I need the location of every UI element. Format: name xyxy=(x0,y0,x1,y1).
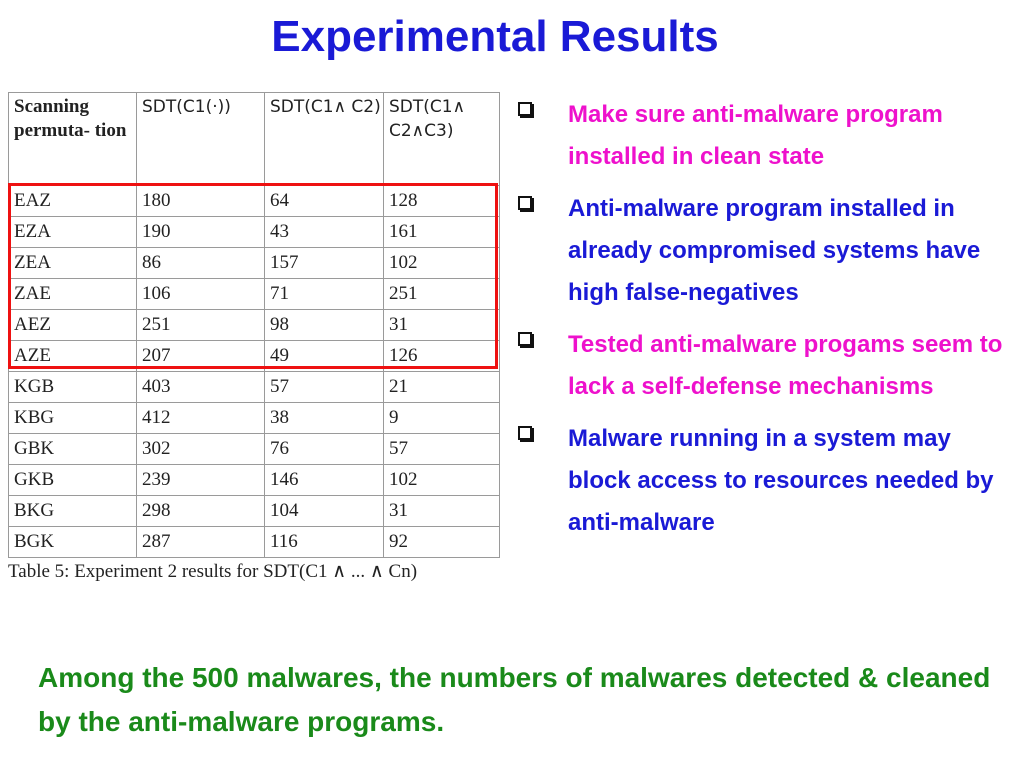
table-cell: 412 xyxy=(136,402,265,434)
footer-note: Among the 500 malwares, the numbers of m… xyxy=(38,662,991,737)
table-row: ZAE 106 71 251 xyxy=(8,278,500,310)
table-cell: 9 xyxy=(383,402,500,434)
bullet-text: Anti-malware program installed in alread… xyxy=(568,195,981,306)
table-cell: 102 xyxy=(383,464,500,496)
table-cell: 57 xyxy=(383,433,500,465)
table-cell: 239 xyxy=(136,464,265,496)
table-cell: 190 xyxy=(136,216,265,248)
table-cell: 298 xyxy=(136,495,265,527)
table-cell: 126 xyxy=(383,340,500,372)
table-cell: EAZ xyxy=(8,185,137,217)
table-cell: 98 xyxy=(264,309,384,341)
table-cell: 76 xyxy=(264,433,384,465)
page-title: Experimental Results xyxy=(271,12,719,61)
table-row: EAZ 180 64 128 xyxy=(8,185,500,217)
checkbox-square-icon xyxy=(518,332,532,346)
table-row: KGB 403 57 21 xyxy=(8,371,500,403)
table-row: AZE 207 49 126 xyxy=(8,340,500,372)
table-row: KBG 412 38 9 xyxy=(8,402,500,434)
results-table-container: Scanning permuta- tion SDT(C1(·)) SDT(C1… xyxy=(8,92,502,583)
table-cell: 86 xyxy=(136,247,265,279)
checkbox-square-icon xyxy=(518,426,532,440)
table-cell: 251 xyxy=(136,309,265,341)
table-cell: EZA xyxy=(8,216,137,248)
table-cell: 49 xyxy=(264,340,384,372)
table-row: EZA 190 43 161 xyxy=(8,216,500,248)
table-row: BKG 298 104 31 xyxy=(8,495,500,527)
table-cell: 57 xyxy=(264,371,384,403)
table-cell: 287 xyxy=(136,526,265,558)
bullet-text: Make sure anti-malware program installed… xyxy=(568,101,943,170)
table-cell: 403 xyxy=(136,371,265,403)
table-cell: 31 xyxy=(383,495,500,527)
header-scanning-permutation: Scanning permuta- tion xyxy=(8,92,137,186)
table-cell: GBK xyxy=(8,433,137,465)
bullet-text: Tested anti-malware progams seem to lack… xyxy=(568,331,1003,400)
table-cell: 104 xyxy=(264,495,384,527)
table-cell: 31 xyxy=(383,309,500,341)
table-cell: 71 xyxy=(264,278,384,310)
table-cell: 207 xyxy=(136,340,265,372)
table-cell: 92 xyxy=(383,526,500,558)
checkbox-square-icon xyxy=(518,102,532,116)
table-cell: 21 xyxy=(383,371,500,403)
table-cell: ZEA xyxy=(8,247,137,279)
table-body: EAZ 180 64 128 EZA 190 43 161 ZEA 86 157 102 ZAE 106 7… xyxy=(8,185,500,558)
table-cell: 180 xyxy=(136,185,265,217)
bullet-item: Malware running in a system may block ac… xyxy=(514,418,1022,544)
table-cell: 161 xyxy=(383,216,500,248)
table-cell: 43 xyxy=(264,216,384,248)
table-cell: 106 xyxy=(136,278,265,310)
table-cell: KBG xyxy=(8,402,137,434)
table-cell: AZE xyxy=(8,340,137,372)
bullet-text: Malware running in a system may block ac… xyxy=(568,425,994,536)
table-row: AEZ 251 98 31 xyxy=(8,309,500,341)
table-cell: 116 xyxy=(264,526,384,558)
header-sdt-c1-c2: SDT(C1∧ C2) xyxy=(264,92,384,186)
table-cell: KGB xyxy=(8,371,137,403)
table-row: GBK 302 76 57 xyxy=(8,433,500,465)
results-table: Scanning permuta- tion SDT(C1(·)) SDT(C1… xyxy=(8,92,500,558)
bullet-list: Make sure anti-malware program installed… xyxy=(514,94,1022,554)
table-cell: 302 xyxy=(136,433,265,465)
table-cell: ZAE xyxy=(8,278,137,310)
table-cell: 251 xyxy=(383,278,500,310)
checkbox-square-icon xyxy=(518,196,532,210)
table-cell: 38 xyxy=(264,402,384,434)
table-row: BGK 287 116 92 xyxy=(8,526,500,558)
table-cell: BKG xyxy=(8,495,137,527)
table-header-row: Scanning permuta- tion SDT(C1(·)) SDT(C1… xyxy=(8,92,500,186)
header-sdt-c1: SDT(C1(·)) xyxy=(136,92,265,186)
table-cell: GKB xyxy=(8,464,137,496)
bullet-item: Make sure anti-malware program installed… xyxy=(514,94,1022,178)
table-cell: 146 xyxy=(264,464,384,496)
table-row: ZEA 86 157 102 xyxy=(8,247,500,279)
table-cell: 157 xyxy=(264,247,384,279)
bullet-item: Tested anti-malware progams seem to lack… xyxy=(514,324,1022,408)
header-sdt-c1-c2-c3: SDT(C1∧ C2∧C3) xyxy=(383,92,500,186)
table-cell: AEZ xyxy=(8,309,137,341)
table-row: GKB 239 146 102 xyxy=(8,464,500,496)
table-cell: 102 xyxy=(383,247,500,279)
bullet-item: Anti-malware program installed in alread… xyxy=(514,188,1022,314)
table-cell: 64 xyxy=(264,185,384,217)
table-cell: BGK xyxy=(8,526,137,558)
table-caption: Table 5: Experiment 2 results for SDT(C1… xyxy=(8,561,418,582)
table-cell: 128 xyxy=(383,185,500,217)
